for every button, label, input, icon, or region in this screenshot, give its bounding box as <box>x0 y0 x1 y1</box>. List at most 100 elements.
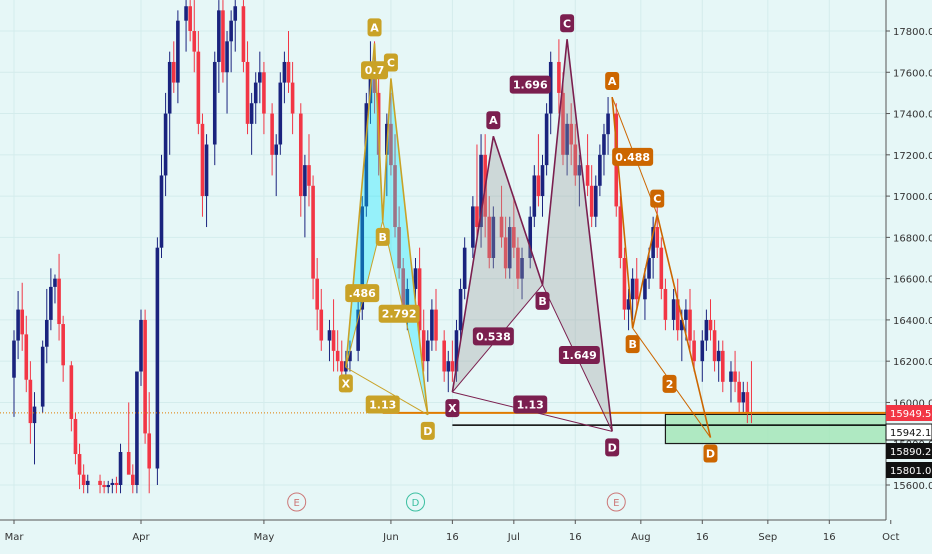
pattern-ratio-label-bg <box>365 395 400 414</box>
candle-body <box>192 31 197 52</box>
candle-body <box>704 319 709 341</box>
candle-body <box>471 206 475 248</box>
candle-body <box>241 6 246 62</box>
candle-body <box>327 330 332 341</box>
pattern-ratio-label: 0.7 <box>365 64 385 77</box>
candle-body <box>28 379 33 424</box>
pattern-ratio-label-bg <box>361 61 389 80</box>
candle-body <box>32 406 37 424</box>
pattern-point-label: X <box>342 377 351 390</box>
pattern-point-label-bg <box>605 72 620 91</box>
pattern-ratio-label: 1.13 <box>369 399 396 412</box>
x-tick-label: Mar <box>5 532 25 543</box>
candle-body <box>602 134 606 155</box>
candle-body <box>245 61 250 124</box>
x-tick-label: Sep <box>758 532 777 543</box>
candle-body <box>176 20 180 83</box>
candle-body <box>44 319 49 347</box>
candle-body <box>184 6 188 21</box>
pattern-point-label-bg <box>560 14 575 33</box>
pattern-point-label-bg <box>420 421 435 440</box>
candle-body <box>143 319 147 434</box>
price-tag-label: 15801.00 <box>890 466 932 477</box>
candle-body <box>520 258 524 279</box>
pattern-ratio-label: 0.488 <box>615 151 650 164</box>
pattern-triangle-bcd <box>382 78 428 415</box>
pattern-point-label: D <box>423 425 432 438</box>
candle-body <box>462 247 467 289</box>
candle-body <box>569 123 573 145</box>
candle-body <box>270 113 274 155</box>
candle-body <box>745 392 750 413</box>
y-tick-label: 15600.00 <box>893 481 932 492</box>
candle-body <box>253 82 258 104</box>
y-tick-label: 16200.00 <box>893 357 932 368</box>
candle-body <box>212 61 217 145</box>
y-tick-label: 16400.00 <box>893 316 932 327</box>
candle-body <box>516 247 520 279</box>
candle-body <box>171 61 176 83</box>
candle-body <box>282 61 287 83</box>
candle-body <box>479 154 483 228</box>
candle-body <box>155 247 160 469</box>
candle-body <box>274 144 279 155</box>
candle-body <box>729 371 733 382</box>
candle-body <box>53 278 57 287</box>
candle-body <box>491 216 496 258</box>
candle-body <box>716 350 721 362</box>
candle-body <box>360 206 365 310</box>
pattern-point-label: D <box>608 441 617 454</box>
candle-body <box>593 185 598 217</box>
candle-body <box>585 165 590 186</box>
pattern-ratio-label: 1.696 <box>513 79 548 92</box>
candle-body <box>606 113 610 135</box>
candle-body <box>557 61 561 93</box>
candle-body <box>286 61 291 83</box>
candle-body <box>475 206 479 228</box>
candle-body <box>204 144 209 197</box>
harmonic-patterns-layer: X A B C D 0.7 .486 2.792 1.13 X A B C D 1.696 0.538 1.64… <box>338 14 718 463</box>
pattern-point-label-bg <box>535 291 550 310</box>
candle-body <box>577 165 582 176</box>
candle-body <box>671 299 676 320</box>
candle-body <box>663 288 668 320</box>
pattern-orange: A B C D 0.488 2 <box>605 72 718 463</box>
candle-body <box>249 103 254 124</box>
candle-body <box>647 258 651 279</box>
event-marker-label: E <box>294 498 300 509</box>
price-tag-bg <box>885 423 932 441</box>
pattern-point-label: B <box>538 295 546 308</box>
candle-body <box>159 175 164 248</box>
candle-body <box>311 185 315 279</box>
candle-body <box>430 309 434 341</box>
candle-body <box>262 72 266 114</box>
pattern-point-label-bg <box>367 18 382 37</box>
candle-body <box>258 72 262 83</box>
candle-body <box>61 324 65 366</box>
candle-body <box>487 216 492 258</box>
pattern-point-label-bg <box>486 111 501 130</box>
candle-body <box>393 165 397 228</box>
x-tick-label: Jun <box>382 532 399 543</box>
pattern-point-label-bg <box>625 335 640 354</box>
candle-body <box>536 175 541 197</box>
pattern-path <box>345 43 429 415</box>
pattern-ratio-label-bg <box>345 284 380 303</box>
level-lines-layer <box>0 411 932 426</box>
candle-body <box>278 82 283 145</box>
pattern-ratio-label: 2.792 <box>382 308 417 321</box>
candle-body <box>425 340 430 362</box>
candle-body <box>700 340 705 362</box>
candle-body <box>221 10 225 73</box>
pattern-path <box>451 39 613 432</box>
candle-body <box>737 381 741 403</box>
candle-body <box>147 433 152 469</box>
pattern-point-label-bg <box>375 227 390 246</box>
candle-body <box>69 365 74 419</box>
candle-body <box>85 480 90 485</box>
candle-body <box>114 482 119 485</box>
candle-body <box>356 309 360 351</box>
candle-body <box>163 113 168 176</box>
